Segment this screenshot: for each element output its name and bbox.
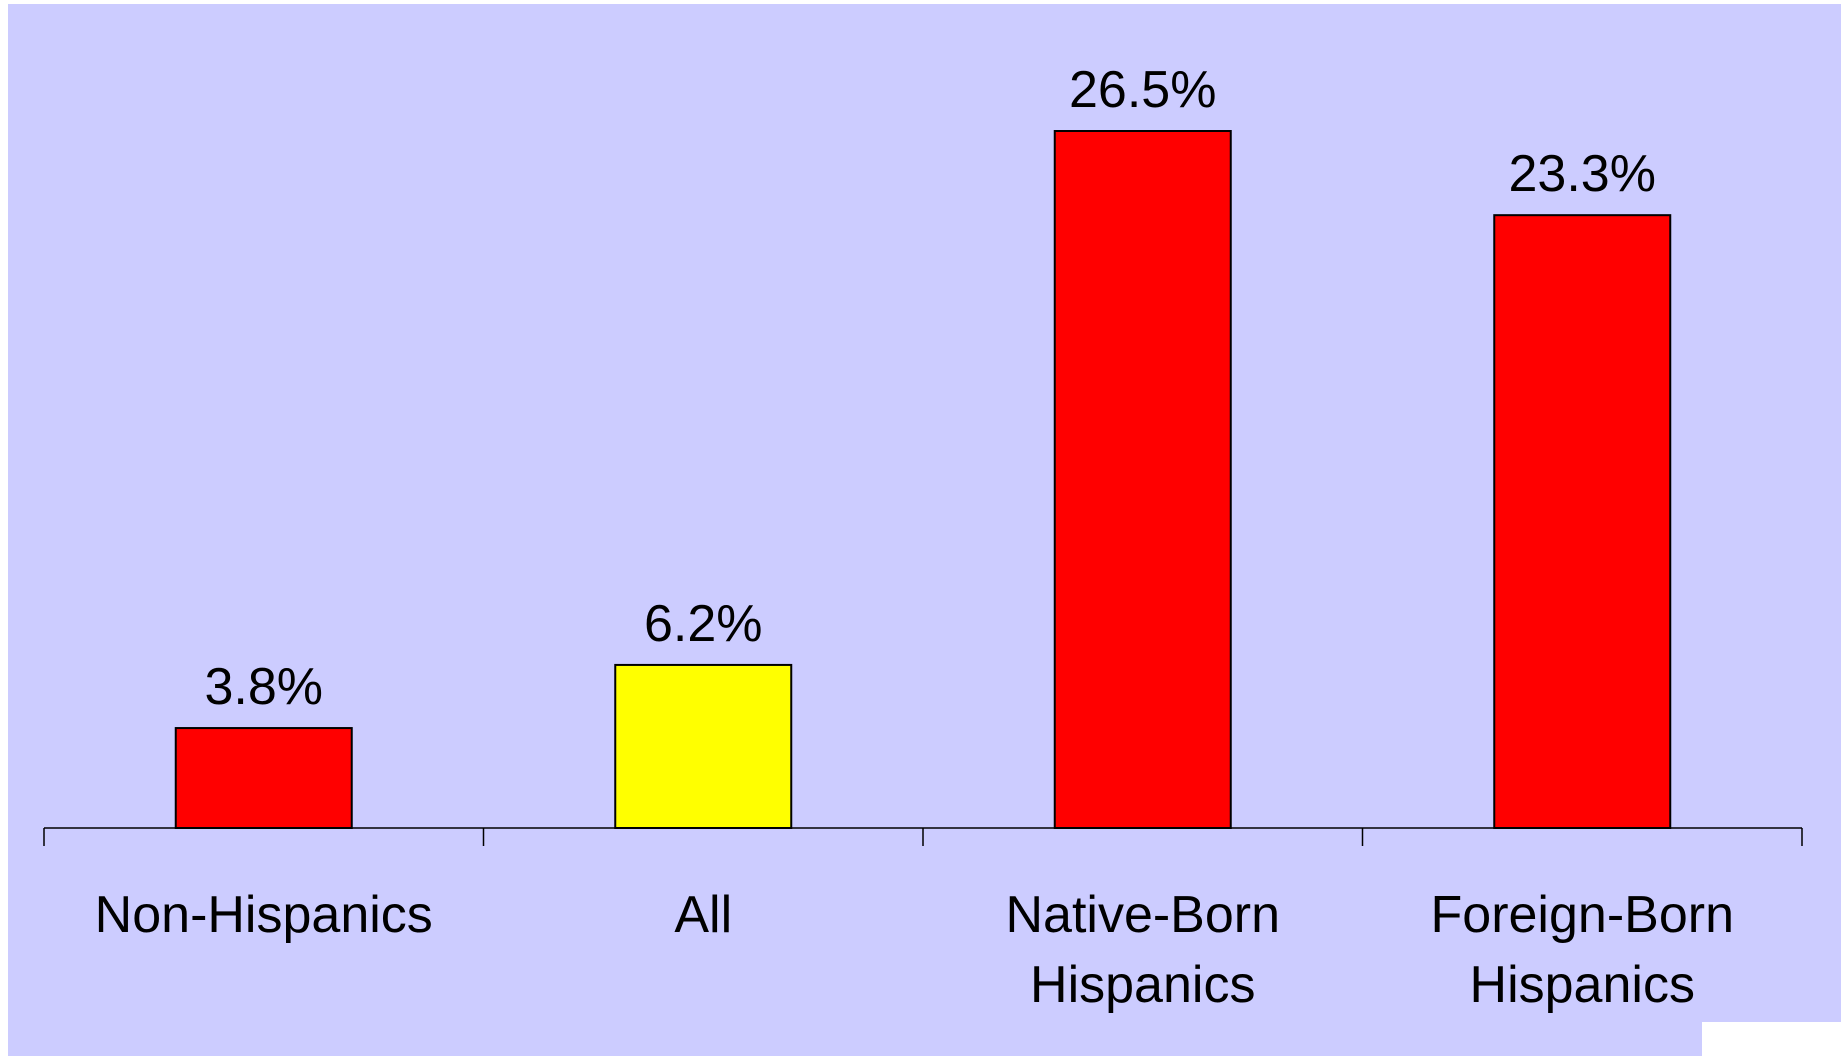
data-label-3: 26.5% bbox=[1069, 61, 1216, 119]
bar-group bbox=[174, 130, 1672, 830]
data-label-2: 6.2% bbox=[644, 595, 763, 653]
category-label-1: Non-Hispanics bbox=[95, 886, 433, 944]
bar-4 bbox=[1493, 214, 1672, 830]
x-axis bbox=[43, 827, 1803, 846]
data-label-1: 3.8% bbox=[204, 658, 323, 716]
bar-3 bbox=[1053, 130, 1232, 829]
category-label-4: Foreign-Born Hispanics bbox=[1431, 886, 1734, 1014]
data-label-group: 3.8% 6.2% 26.5% 23.3% bbox=[204, 61, 1655, 716]
category-label-group: Non-Hispanics All Native-Born Hispanics Fore… bbox=[95, 886, 1734, 1014]
data-label-4: 23.3% bbox=[1509, 145, 1656, 203]
category-label-2: All bbox=[674, 886, 732, 944]
category-label-3: Native-Born Hispanics bbox=[1005, 886, 1280, 1014]
bar-1 bbox=[174, 727, 353, 830]
bar-2 bbox=[614, 663, 793, 829]
corner-logo-box bbox=[1702, 1022, 1841, 1056]
